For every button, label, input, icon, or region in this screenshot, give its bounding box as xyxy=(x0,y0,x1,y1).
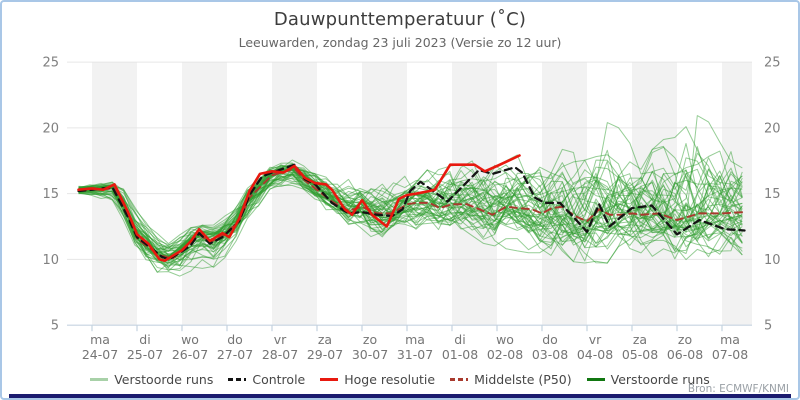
x-axis-day-label: za xyxy=(633,332,647,347)
y-axis-label-left: 25 xyxy=(42,56,59,71)
x-axis-date-label: 29-07 xyxy=(307,347,343,362)
y-axis-label-right: 20 xyxy=(764,121,781,136)
x-axis-day-label: di xyxy=(139,332,150,347)
ensemble-run-line xyxy=(78,146,743,258)
x-axis-date-label: 30-07 xyxy=(352,347,388,362)
legend-label: Verstoorde runs xyxy=(114,372,214,387)
y-axis-label-left: 20 xyxy=(42,121,59,136)
x-axis-date-label: 03-08 xyxy=(532,347,568,362)
x-axis-day-label: ma xyxy=(405,332,425,347)
y-axis-label-right: 5 xyxy=(764,319,772,334)
x-axis-date-label: 25-07 xyxy=(127,347,163,362)
x-axis-date-label: 06-08 xyxy=(667,347,703,362)
legend-label: Hoge resolutie xyxy=(344,372,436,387)
x-axis-day-label: vr xyxy=(589,332,602,347)
legend-swatch-line-icon xyxy=(320,378,339,381)
x-axis-date-label: 24-07 xyxy=(82,347,118,362)
x-axis-date-label: 31-07 xyxy=(397,347,433,362)
y-axis-label-left: 5 xyxy=(51,319,59,334)
legend-item: Hoge resolutie xyxy=(320,372,435,387)
legend-swatch-line-icon xyxy=(586,378,605,381)
ensemble-run-line xyxy=(78,162,743,245)
legend-item: Verstoorde runs xyxy=(586,372,710,387)
ensemble-run-line xyxy=(78,145,743,266)
legend-swatch-dashed-icon xyxy=(450,378,469,381)
x-axis-day-label: za xyxy=(318,332,332,347)
x-axis-day-label: zo xyxy=(678,332,692,347)
x-axis-day-label: ma xyxy=(90,332,110,347)
hires-line xyxy=(77,154,521,262)
x-axis-day-label: wo xyxy=(181,332,199,347)
legend-item: Controle xyxy=(228,372,305,387)
legend-label: Verstoorde runs xyxy=(610,372,710,387)
y-axis-label-right: 15 xyxy=(764,187,781,202)
x-axis-day-label: vr xyxy=(274,332,287,347)
ensemble-run-line xyxy=(78,168,743,273)
legend-swatch-line-icon xyxy=(90,378,109,381)
legend-swatch-dashed-icon xyxy=(228,378,247,381)
legend-item: Verstoorde runs xyxy=(90,372,213,387)
x-axis-day-label: do xyxy=(227,332,243,347)
x-axis-day-label: di xyxy=(454,332,465,347)
ensemble-run-line xyxy=(78,170,743,267)
x-axis-date-label: 07-08 xyxy=(712,347,748,362)
ensemble-run-line xyxy=(78,169,743,254)
ensemble-run-line xyxy=(78,126,743,253)
x-axis-date-label: 04-08 xyxy=(577,347,613,362)
footer-bar xyxy=(9,394,791,398)
x-axis-day-label: ma xyxy=(720,332,740,347)
legend: Verstoorde runs Controle Hoge resolutie Mid… xyxy=(2,372,798,387)
x-axis-date-label: 26-07 xyxy=(172,347,208,362)
ensemble-run-line xyxy=(78,179,743,277)
x-axis-date-label: 01-08 xyxy=(442,347,478,362)
x-axis-date-label: 05-08 xyxy=(622,347,658,362)
x-axis-date-label: 28-07 xyxy=(262,347,298,362)
x-axis-day-label: zo xyxy=(363,332,377,347)
y-axis-label-left: 15 xyxy=(42,187,59,202)
x-axis-date-label: 27-07 xyxy=(217,347,253,362)
source-credit: Bron: ECMWF/KNMI xyxy=(687,383,789,395)
legend-label: Middelste (P50) xyxy=(474,372,572,387)
page-subtitle: Leeuwarden, zondag 23 juli 2023 (Versie … xyxy=(238,35,562,50)
page-title: Dauwpunttemperatuur (˚C) xyxy=(273,9,527,30)
ensemble-run-line xyxy=(78,151,743,249)
y-axis-label-right: 25 xyxy=(764,56,781,71)
legend-item: Middelste (P50) xyxy=(450,372,572,387)
legend-label: Controle xyxy=(252,372,306,387)
y-axis-label-left: 10 xyxy=(42,253,59,268)
x-axis-date-label: 02-08 xyxy=(487,347,523,362)
x-axis-day-label: wo xyxy=(496,332,514,347)
x-axis-day-label: do xyxy=(542,332,558,347)
y-axis-label-right: 10 xyxy=(764,253,781,268)
